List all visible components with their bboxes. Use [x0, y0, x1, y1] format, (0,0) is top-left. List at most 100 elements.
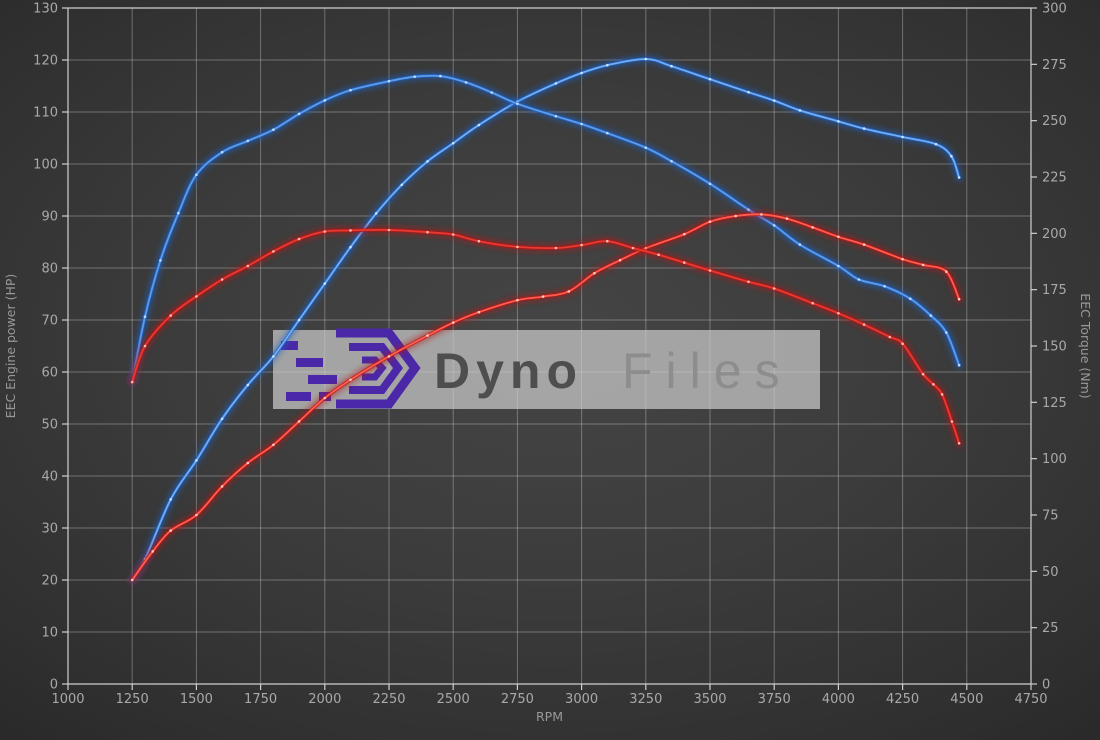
- y-right-tick-label: 150: [1042, 340, 1067, 355]
- engine-power-red-point: [246, 461, 250, 465]
- x-tick-label: 1250: [116, 692, 149, 707]
- engine-power-blue-point: [798, 109, 802, 112]
- engine-power-red-point: [541, 295, 545, 298]
- engine-power-blue-point: [862, 127, 866, 130]
- x-tick-label: 2750: [501, 692, 534, 707]
- engine-power-blue-point: [901, 135, 904, 139]
- x-tick-label: 4750: [1014, 692, 1047, 707]
- engine-power-blue-point: [297, 318, 301, 322]
- y-right-tick-label: 300: [1042, 2, 1067, 17]
- engine-torque-red-point: [143, 344, 147, 348]
- engine-power-red-point: [130, 578, 134, 582]
- engine-torque-blue-point: [323, 99, 327, 102]
- engine-torque-blue-point: [177, 211, 180, 215]
- engine-power-blue-point: [957, 176, 961, 179]
- y-right-tick-label: 0: [1042, 678, 1050, 693]
- engine-power-blue-point: [580, 71, 583, 75]
- logo-chevron-outer: [336, 328, 421, 409]
- engine-torque-blue-point: [387, 79, 391, 83]
- engine-power-blue-point: [708, 77, 712, 81]
- engine-power-blue-point: [747, 90, 750, 94]
- engine-torque-red-point: [708, 269, 712, 272]
- engine-power-red-point: [811, 226, 814, 229]
- engine-power-blue-point: [554, 82, 558, 85]
- engine-torque-red-point: [862, 323, 866, 326]
- y-right-axis-title: EEC Torque (Nm): [1078, 293, 1093, 398]
- engine-power-red-point: [426, 334, 429, 337]
- engine-power-blue-point: [426, 160, 429, 163]
- engine-torque-blue-point: [747, 208, 750, 211]
- engine-torque-red-curve: [128, 225, 964, 448]
- logo-chevron-inner: [362, 356, 387, 381]
- engine-torque-blue-point: [272, 128, 275, 131]
- engine-torque-blue-point: [159, 259, 162, 262]
- engine-torque-red-point: [888, 335, 892, 339]
- y-right-tick-label: 250: [1042, 114, 1067, 129]
- dyno-curves: [128, 55, 964, 584]
- engine-torque-red-point: [950, 420, 954, 423]
- watermark: Dyno Files: [273, 328, 820, 409]
- engine-power-blue-point: [272, 355, 275, 358]
- logo-dash-1: [281, 341, 298, 350]
- engine-power-red-point: [921, 263, 925, 267]
- engine-torque-red-point: [516, 245, 519, 249]
- engine-torque-red-point: [932, 383, 935, 386]
- engine-torque-red-point: [901, 342, 904, 346]
- y-left-tick-label: 30: [41, 522, 58, 537]
- y-left-tick-label: 50: [41, 418, 58, 433]
- engine-power-red-point: [297, 420, 301, 423]
- y-left-tick-label: 60: [41, 366, 58, 381]
- engine-power-red-point: [516, 298, 519, 302]
- engine-torque-blue-point: [297, 112, 301, 116]
- engine-power-blue-point: [606, 63, 609, 67]
- engine-power-red-point: [323, 396, 327, 400]
- engine-torque-blue-point: [857, 278, 861, 281]
- x-tick-label: 1750: [244, 692, 277, 707]
- engine-power-red-point: [862, 243, 866, 246]
- y-right-tick-label: 175: [1042, 283, 1067, 298]
- engine-torque-red-point: [747, 280, 750, 284]
- y-left-tick-label: 120: [33, 54, 58, 69]
- engine-torque-red-point: [451, 233, 455, 236]
- engine-torque-blue-point: [708, 182, 712, 186]
- engine-power-red-point: [169, 529, 172, 532]
- y-right-tick-label: 200: [1042, 227, 1067, 242]
- engine-power-red-point: [785, 217, 789, 220]
- engine-torque-red-point: [772, 287, 776, 290]
- engine-power-red-point: [618, 258, 622, 262]
- engine-torque-blue-point: [606, 131, 609, 135]
- engine-torque-red-point: [272, 250, 275, 253]
- engine-power-red-point: [349, 378, 352, 382]
- y-left-tick-label: 20: [41, 574, 58, 589]
- x-tick-label: 3250: [629, 692, 662, 707]
- engine-power-red-point: [957, 297, 961, 301]
- engine-torque-red-point: [921, 372, 925, 376]
- axes: 0 10 20 30 40 50 60 70 80 90 100 110 120 130 0 25 50 75 10…: [3, 2, 1093, 725]
- engine-torque-blue-point: [798, 243, 802, 246]
- engine-torque-blue-point: [464, 81, 468, 84]
- engine-torque-red-point: [606, 239, 609, 243]
- y-right-tick-label: 125: [1042, 396, 1067, 411]
- engine-power-red-line: [131, 213, 960, 581]
- logo-chevron-mid: [349, 343, 403, 394]
- engine-torque-red-point: [554, 246, 558, 250]
- logo-dash-4: [286, 392, 311, 401]
- engine-torque-red-point: [477, 239, 481, 243]
- x-axis-title: RPM: [536, 709, 563, 724]
- engine-torque-red-point: [683, 261, 686, 264]
- x-tick-label: 3500: [693, 692, 726, 707]
- y-left-tick-label: 10: [41, 626, 58, 641]
- engine-power-red-point: [220, 485, 224, 488]
- x-tick-label: 3000: [565, 692, 598, 707]
- engine-torque-blue-point: [490, 91, 494, 94]
- engine-torque-blue-point: [909, 297, 912, 301]
- brand-files: Files: [622, 343, 793, 399]
- x-tick-label: 4250: [886, 692, 919, 707]
- engine-power-blue-point: [451, 141, 455, 145]
- y-right-tick-label: 75: [1042, 509, 1059, 524]
- engine-power-blue-point: [934, 142, 938, 146]
- engine-power-blue-point: [349, 245, 352, 249]
- y-left-tick-label: 40: [41, 470, 58, 485]
- engine-torque-red-line: [131, 228, 960, 445]
